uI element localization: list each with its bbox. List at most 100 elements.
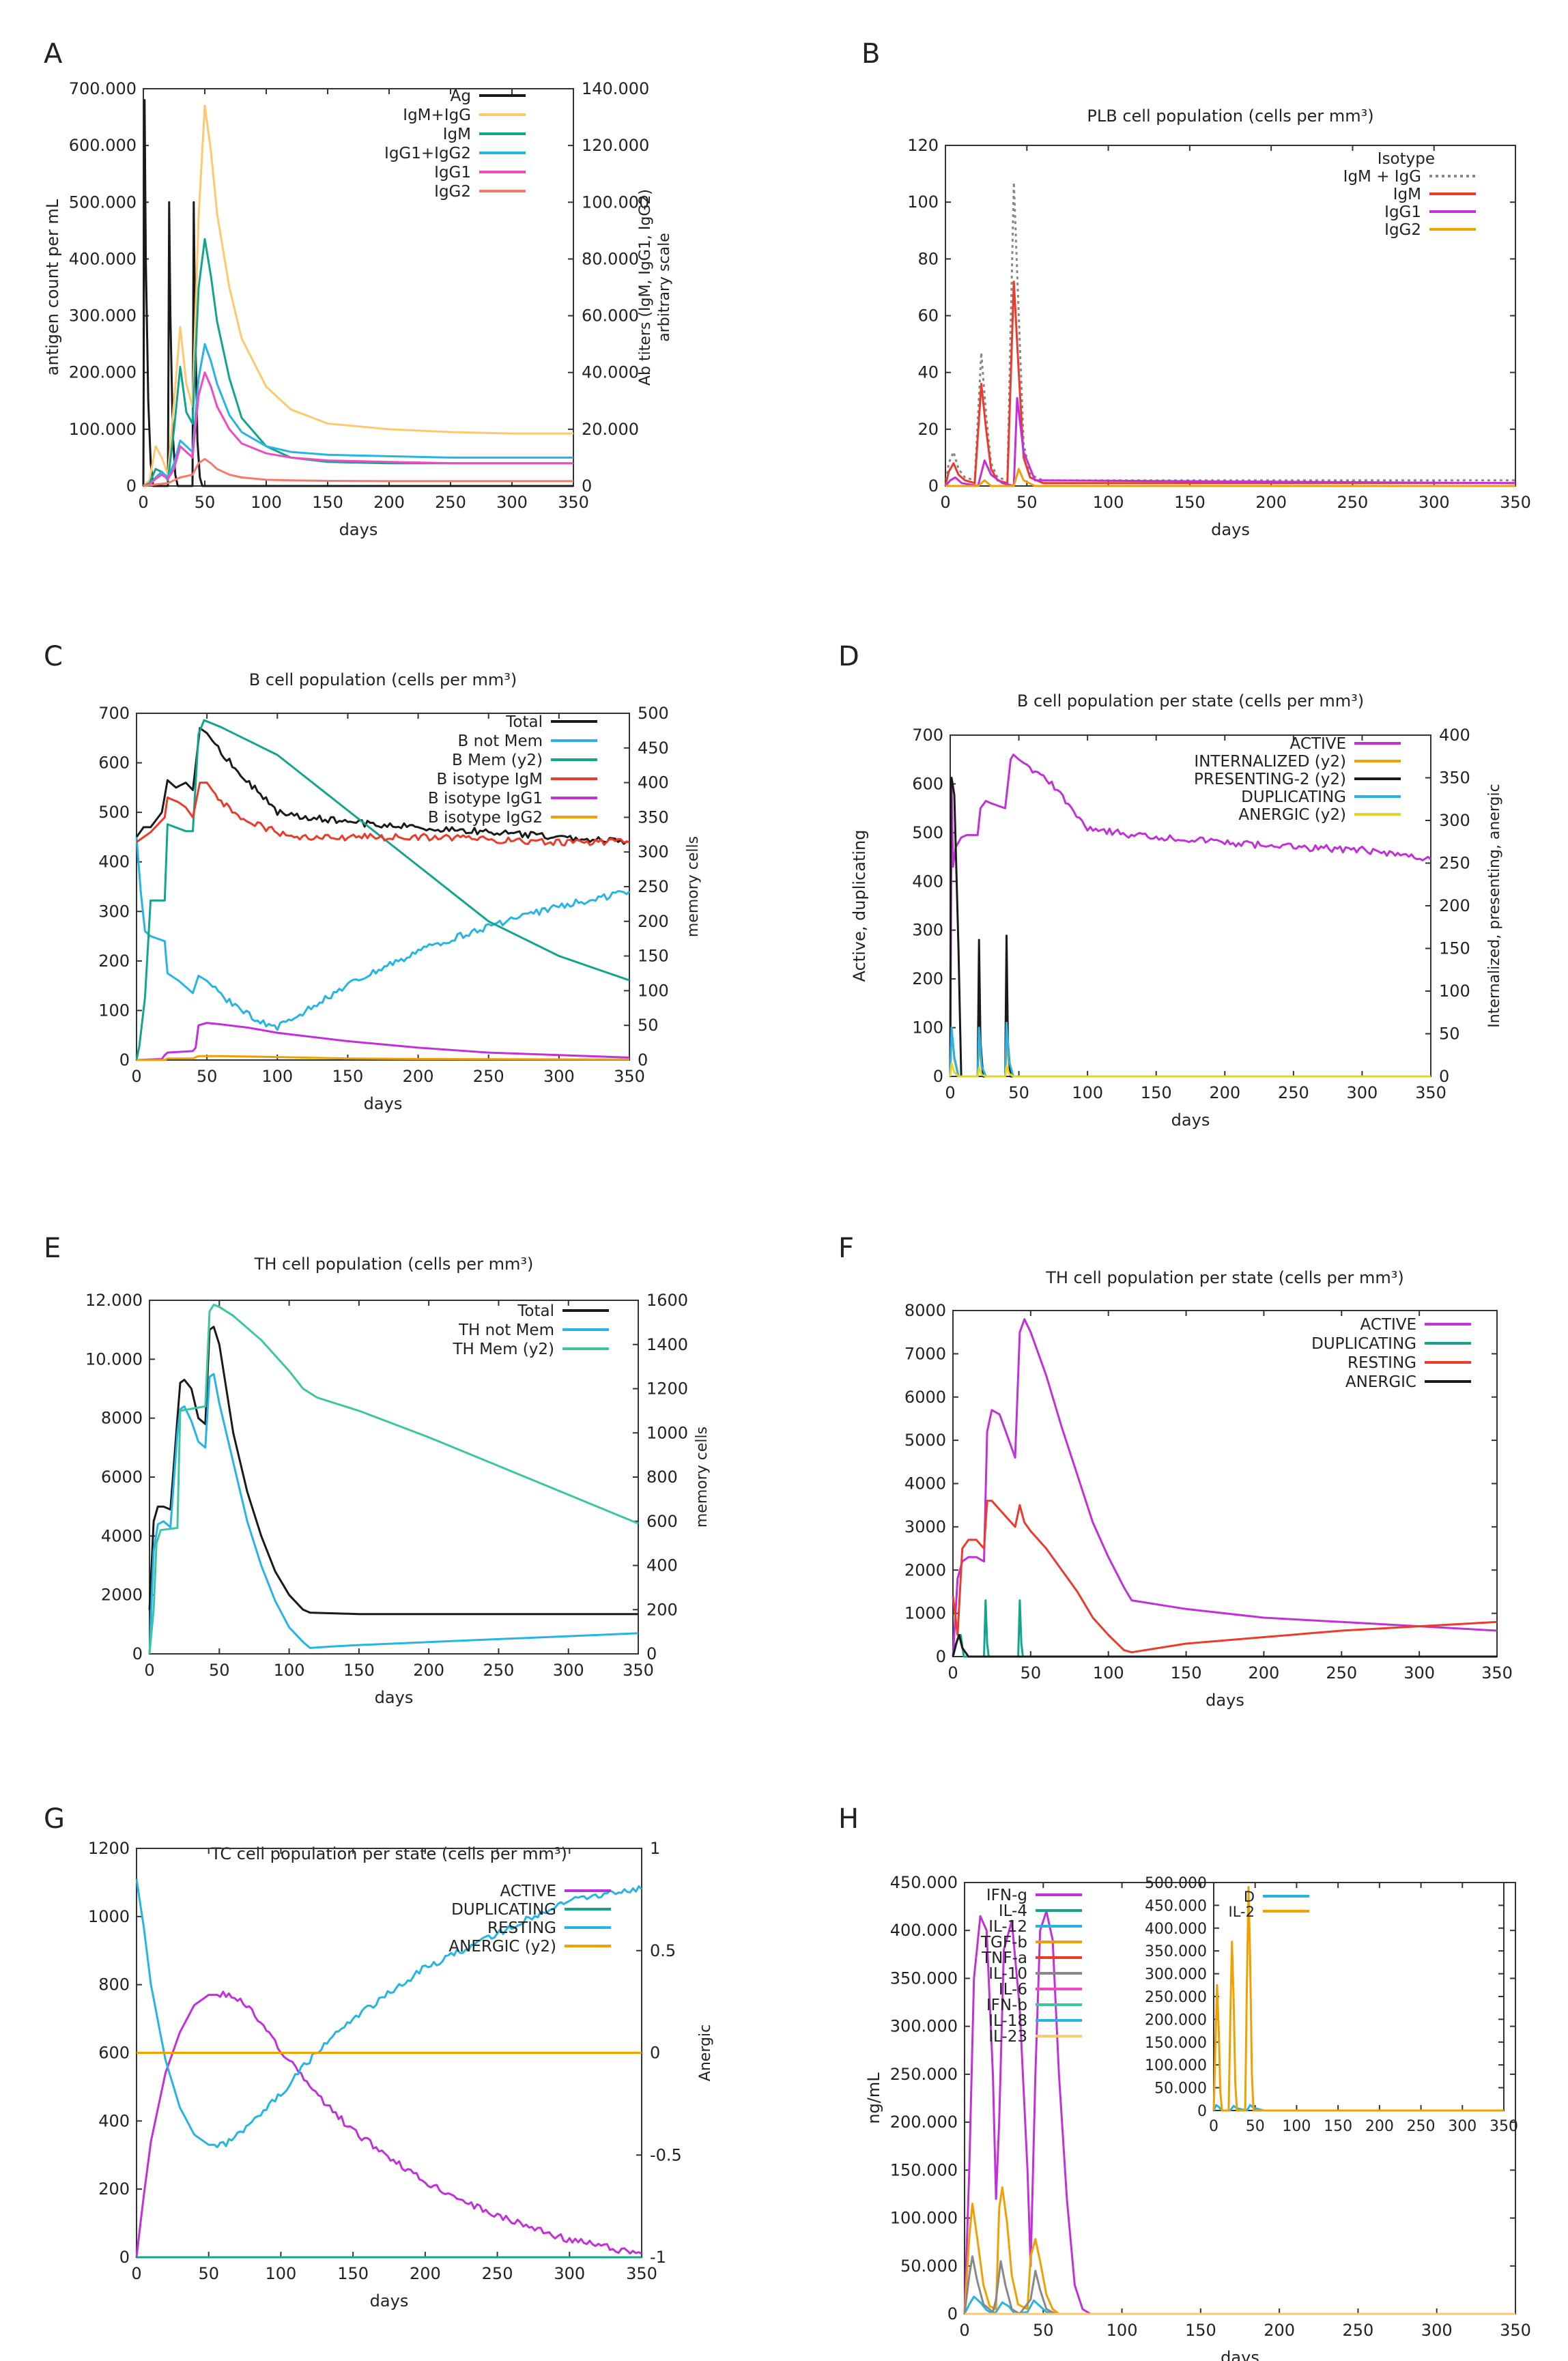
panel-a-y2label: Ab titers (IgM, IgG1, IgG2) <box>637 189 654 386</box>
panel-a-y2-tick-label: 80.000 <box>582 249 639 268</box>
panel-e-y2-tick-label: 1400 <box>646 1335 688 1354</box>
panel-a-series-ag <box>142 99 573 487</box>
panel-c-series-b-isotype-igm <box>136 782 630 847</box>
panel-d-x-tick-label: 0 <box>945 1083 955 1102</box>
panel-f-series-duplicating <box>952 1599 1497 1658</box>
panel-e-y-tick-label: 6000 <box>101 1468 143 1487</box>
panel-h-inset-x-tick-label: 150 <box>1324 2118 1352 2135</box>
panel-f-y-tick-label: 1000 <box>904 1604 946 1623</box>
panel-g-y-tick-label: 1000 <box>88 1907 130 1926</box>
panel-h-inset-y-tick-label: 250.000 <box>1145 1989 1207 2006</box>
panel-d: D B cell population per state (cells per … <box>838 641 1503 1130</box>
panel-a-x-tick-label: 250 <box>435 493 466 512</box>
panel-h-inset-series-il-2 <box>1212 1886 1504 2112</box>
panel-h-x-tick-label: 350 <box>1500 2321 1531 2340</box>
panel-a-y2-tick-label: 40.000 <box>582 363 639 382</box>
panel-d-y2-tick-label: 400 <box>1439 726 1470 745</box>
panel-c-series-b-mem-y2- <box>135 719 630 1061</box>
panel-d-y2-tick-label: 150 <box>1439 939 1470 958</box>
panel-c-x-tick-label: 250 <box>473 1067 504 1086</box>
panel-c-y-tick-label: 400 <box>98 853 130 872</box>
panel-g-y-tick-label: 600 <box>98 2044 130 2063</box>
panel-b-legend-label: IgG2 <box>1384 221 1421 239</box>
panel-d-y2-tick-label: 50 <box>1439 1025 1460 1044</box>
panel-h-x-tick-label: 0 <box>959 2321 969 2340</box>
panel-a-x-tick-label: 350 <box>558 493 589 512</box>
panel-c-x-tick-label: 0 <box>131 1067 141 1086</box>
panel-e-legend-label: TH Mem (y2) <box>452 1341 554 1358</box>
panel-d-x-tick-label: 350 <box>1415 1083 1446 1102</box>
panel-f-series-anergic <box>952 1633 1497 1658</box>
panel-c-y2-tick-label: 100 <box>638 981 669 1000</box>
panel-a-y2-tick-label: 60.000 <box>582 306 639 326</box>
panel-c-series-b-isotype-igg2 <box>137 1055 630 1061</box>
panel-d-title: B cell population per state (cells per m… <box>1017 691 1364 711</box>
panel-e-y2-tick-label: 1000 <box>646 1423 688 1442</box>
panel-c-legend-label: B isotype IgM <box>437 771 543 788</box>
panel-a-series-igm-igg <box>142 104 573 487</box>
panel-g-legend-label: ANERGIC (y2) <box>448 1938 556 1956</box>
panel-d-x-tick-label: 300 <box>1347 1083 1378 1102</box>
panel-c: C B cell population (cells per mm³) 0 50 100… <box>44 641 702 1113</box>
panel-h-series-il-10 <box>963 2255 1515 2315</box>
panel-b-y-tick-label: 80 <box>917 249 939 268</box>
panel-h-x-tick-label: 150 <box>1185 2321 1216 2340</box>
panel-h-legend-label: IL-4 <box>999 1902 1027 1920</box>
panel-b: B PLB cell population (cells per mm³) 0 50 1… <box>861 38 1531 539</box>
panel-d-x-tick-label: 200 <box>1209 1083 1240 1102</box>
panel-c-y2-tick-label: 150 <box>638 947 669 966</box>
panel-e-letter: E <box>44 1233 61 1264</box>
panel-c-series-b-not-mem <box>135 837 631 1031</box>
panel-e-x-tick-label: 100 <box>274 1661 305 1680</box>
panel-e-y-tick-label: 12.000 <box>85 1291 143 1310</box>
panel-d-series-presenting-2-y2- <box>949 777 1431 1078</box>
panel-h-inset-y-tick-label: 500.000 <box>1145 1875 1207 1892</box>
panel-g-title: TC cell population per state (cells per … <box>210 1844 567 1863</box>
panel-a-series-igm <box>143 238 573 487</box>
panel-b-series-igm <box>944 281 1515 487</box>
panel-h-y-tick-label: 350.000 <box>890 1969 958 1988</box>
panel-g-x-tick-label: 200 <box>410 2264 441 2283</box>
panel-g-x-tick-label: 300 <box>554 2264 585 2283</box>
panel-h-inset-y-tick-label: 100.000 <box>1145 2057 1207 2074</box>
panel-b-plot-frame <box>945 145 1516 487</box>
panel-b-y-tick-label: 100 <box>907 192 939 212</box>
panel-a-series-igg1-igg2 <box>143 343 573 487</box>
panel-d-series-active <box>949 754 1432 1077</box>
panel-h-series-tgf-b <box>963 2186 1515 2315</box>
panel-e-y2-tick-label: 400 <box>646 1556 678 1575</box>
panel-c-series-b-isotype-igg1 <box>136 1022 630 1061</box>
panel-d-y2-tick-label: 0 <box>1439 1067 1449 1086</box>
panel-h-inset-y-tick-label: 400.000 <box>1145 1921 1207 1938</box>
panel-f-series-resting <box>952 1500 1498 1654</box>
panel-a-series-igg1 <box>143 371 573 487</box>
panel-g-y-tick-label: 400 <box>98 2111 130 2130</box>
panel-h-legend-label: IFN-g <box>986 1887 1027 1904</box>
panel-a-y-tick-label: 500.000 <box>69 192 137 212</box>
panel-b-x-tick-label: 350 <box>1500 493 1531 512</box>
panel-c-y-tick-label: 500 <box>98 803 130 822</box>
panel-e-title: TH cell population (cells per mm³) <box>254 1255 534 1274</box>
panel-g-y-tick-label: 1200 <box>88 1839 130 1858</box>
panel-g-x-tick-label: 250 <box>482 2264 513 2283</box>
panel-b-series-igg1 <box>944 397 1516 487</box>
panel-h-x-tick-label: 50 <box>1033 2321 1054 2340</box>
panel-c-y2-tick-label: 200 <box>638 912 669 931</box>
panel-c-legend-label: B isotype IgG1 <box>428 790 543 807</box>
panel-e-legend-label: Total <box>517 1302 554 1320</box>
panel-d-y-tick-label: 0 <box>933 1067 943 1086</box>
panel-c-y-tick-label: 100 <box>98 1001 130 1020</box>
panel-c-xlabel: days <box>364 1094 403 1113</box>
panel-g-letter: G <box>44 1803 65 1835</box>
panel-a: A0 50 100 150 200 250 300 3500100.000200.000300… <box>43 38 673 539</box>
panel-d-x-tick-label: 50 <box>1008 1083 1029 1102</box>
panel-a-legend-label: IgM <box>443 126 471 143</box>
panel-c-legend-label: B Mem (y2) <box>452 752 543 769</box>
panel-d-series-duplicating <box>949 1021 1431 1078</box>
panel-f-y-tick-label: 8000 <box>904 1301 946 1320</box>
panel-c-x-tick-label: 100 <box>261 1067 293 1086</box>
panel-f-legend-label: ACTIVE <box>1360 1316 1417 1334</box>
panel-c-plot-frame <box>136 713 630 1061</box>
panel-c-letter: C <box>44 641 63 672</box>
panel-b-legend-label: IgM + IgG <box>1343 168 1421 186</box>
